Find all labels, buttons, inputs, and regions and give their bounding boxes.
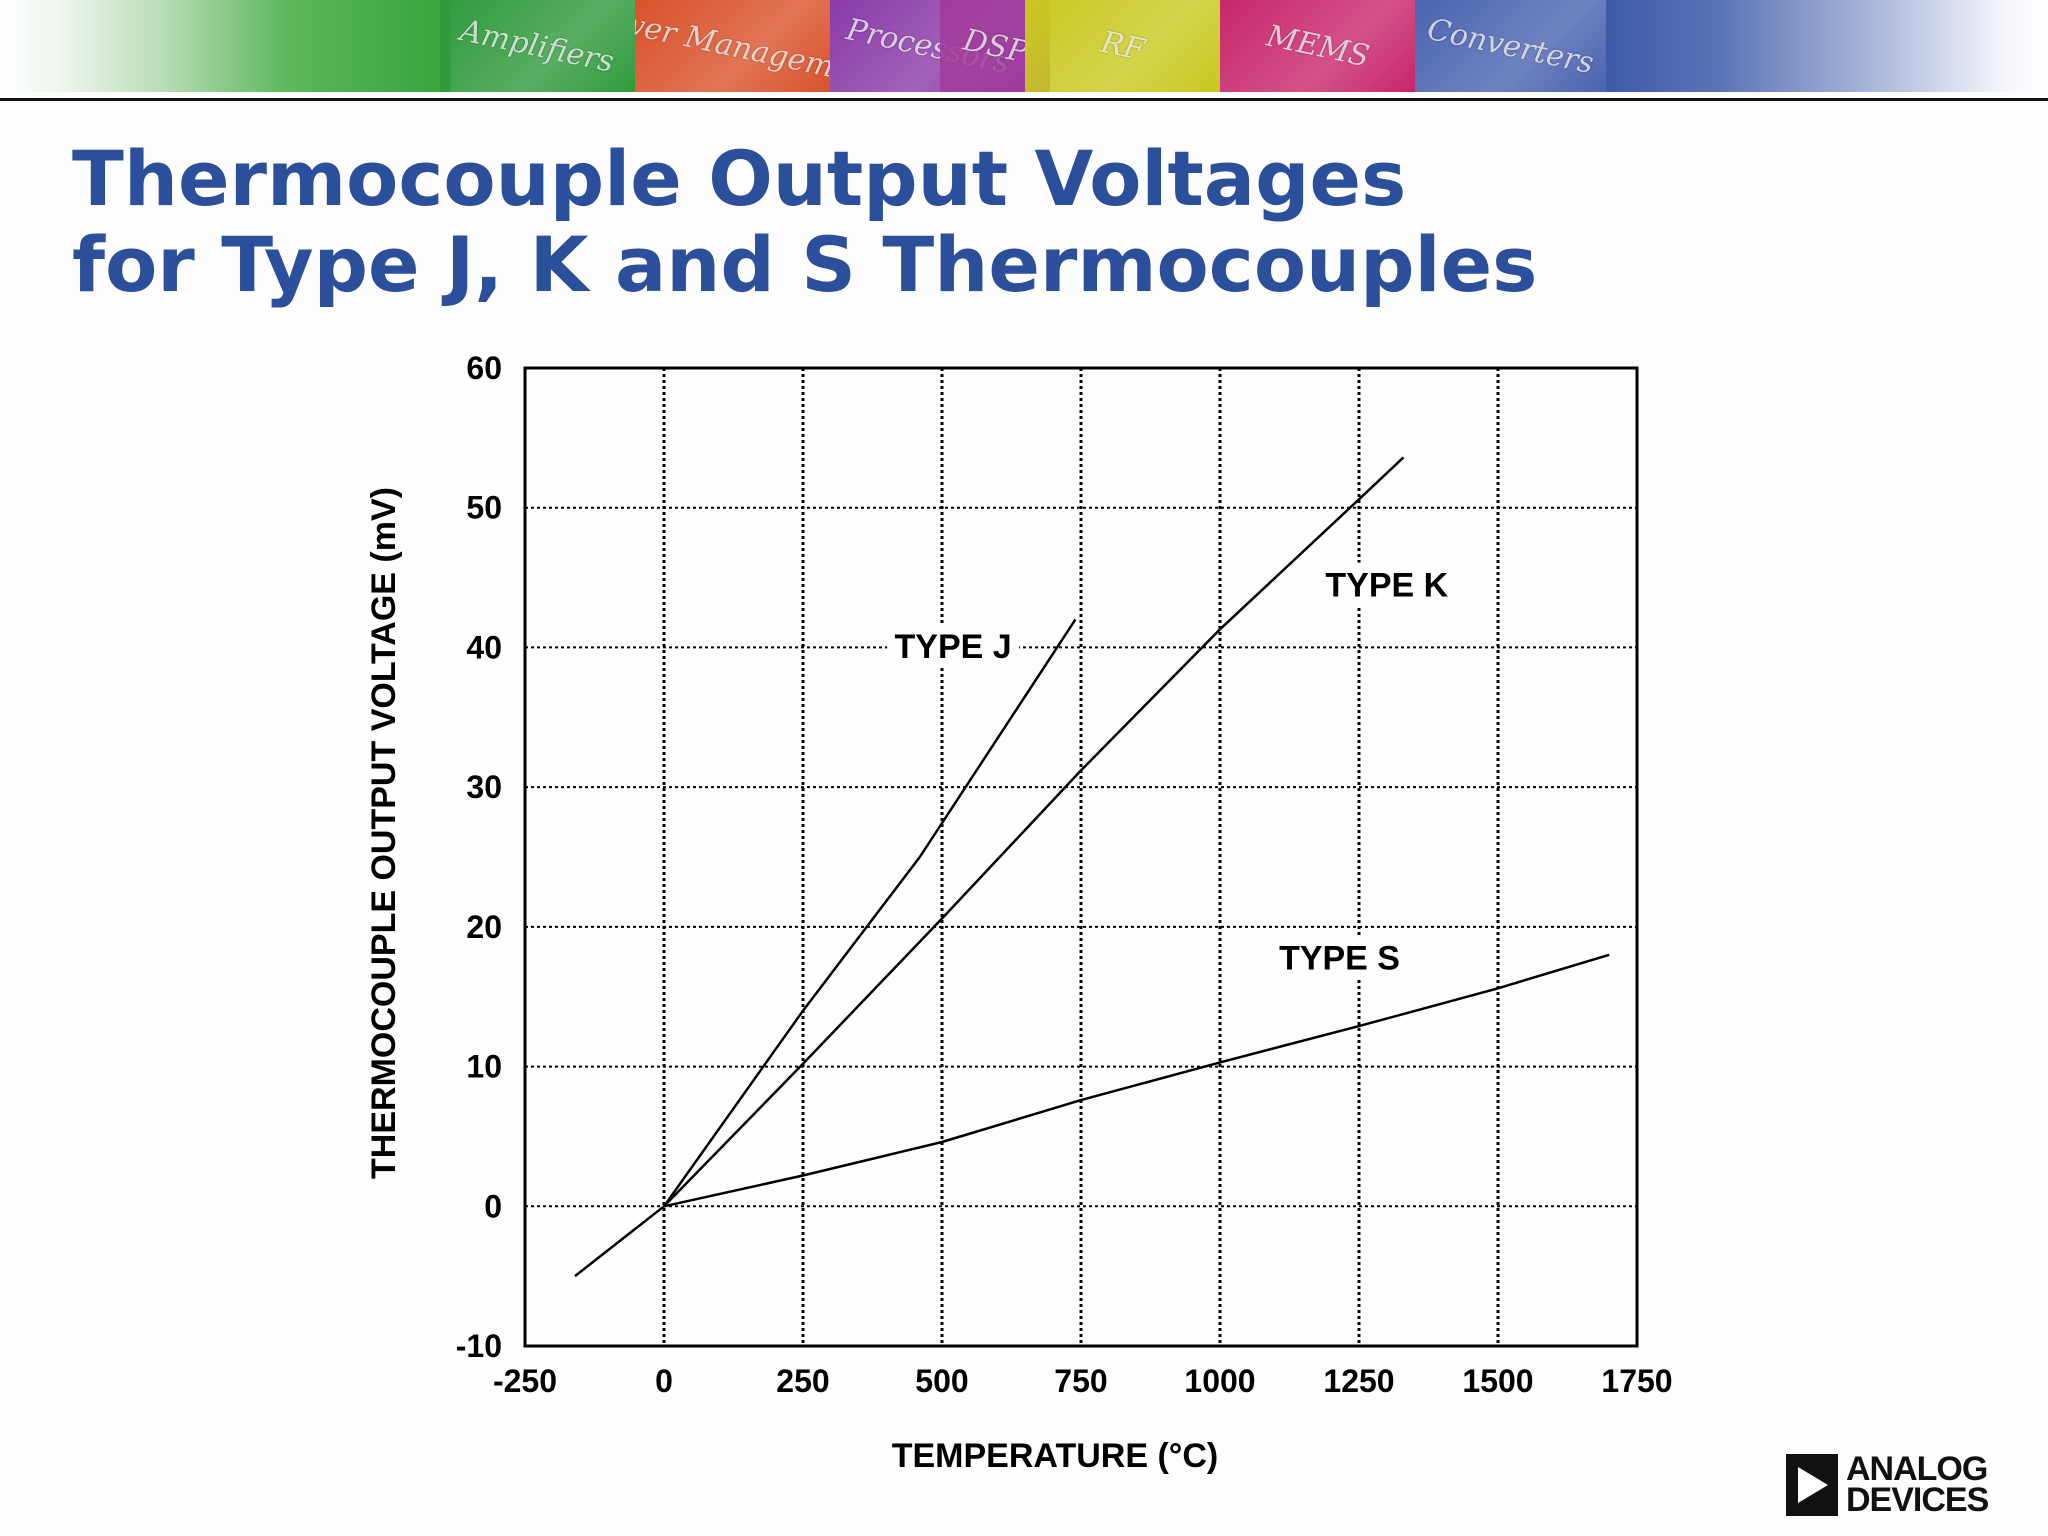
x-tick-label: 1750 xyxy=(1601,1363,1672,1399)
x-tick-label: 1500 xyxy=(1462,1363,1533,1399)
slide-title: Thermocouple Output Voltages for Type J,… xyxy=(72,136,1537,308)
header-banner: Amplifiers Power Management Processors DSP R… xyxy=(0,0,2048,92)
banner-tile-power-management: Power Management xyxy=(635,0,830,92)
series-label: TYPE K xyxy=(1325,567,1448,605)
slide-title-line-2: for Type J, K and S Thermocouples xyxy=(72,220,1538,309)
series-line-type-j xyxy=(662,618,1077,1208)
y-axis-label: THERMOCOUPLE OUTPUT VOLTAGE (mV) xyxy=(365,487,403,1179)
series-line-type-s xyxy=(663,953,1610,1208)
banner-tile-rf: RF xyxy=(1025,0,1220,92)
y-tick-label: 20 xyxy=(466,909,502,945)
x-tick-label: 1000 xyxy=(1184,1363,1255,1399)
y-tick-label: 40 xyxy=(466,629,502,665)
banner-tile-mems: MEMS xyxy=(1220,0,1415,92)
y-tick-label: -10 xyxy=(456,1328,502,1364)
plot-frame xyxy=(523,366,1639,1348)
banner-tile-converters: Converters xyxy=(1415,0,1606,92)
series-label-backdrop xyxy=(1320,562,1453,607)
slide-title-line-1: Thermocouple Output Voltages xyxy=(72,134,1407,223)
series-label-backdrop xyxy=(1273,935,1406,980)
x-tick-label: 1250 xyxy=(1323,1363,1394,1399)
logo-triangle-icon xyxy=(1786,1454,1838,1516)
y-tick-label: 60 xyxy=(466,350,502,386)
x-tick-label: 0 xyxy=(655,1363,673,1399)
x-tick-label: 250 xyxy=(776,1363,829,1399)
y-tick-label: 0 xyxy=(484,1188,502,1224)
logo-wordmark: ANALOG DEVICES xyxy=(1846,1450,1989,1519)
x-tick-label: -250 xyxy=(493,1363,557,1399)
y-tick-label: 50 xyxy=(466,490,502,526)
x-tick-label: 500 xyxy=(915,1363,968,1399)
logo-line-1: ANALOG xyxy=(1846,1450,1988,1488)
analog-devices-logo: ANALOG DEVICES xyxy=(1786,1450,1989,1519)
series-line-type-k xyxy=(574,456,1405,1278)
x-axis-label: TEMPERATURE (°C) xyxy=(892,1437,1219,1475)
x-tick-label: 750 xyxy=(1054,1363,1107,1399)
logo-line-2: DEVICES xyxy=(1846,1481,1989,1519)
banner-tile-amplifiers: Amplifiers xyxy=(440,0,635,92)
series-label: TYPE S xyxy=(1279,940,1400,978)
series-label: TYPE J xyxy=(895,628,1012,666)
y-tick-label: 10 xyxy=(466,1049,502,1085)
y-tick-label: 30 xyxy=(466,769,502,805)
banner-fade xyxy=(1606,0,2048,92)
header-rule xyxy=(0,98,2048,101)
series-label-backdrop xyxy=(887,624,1020,669)
